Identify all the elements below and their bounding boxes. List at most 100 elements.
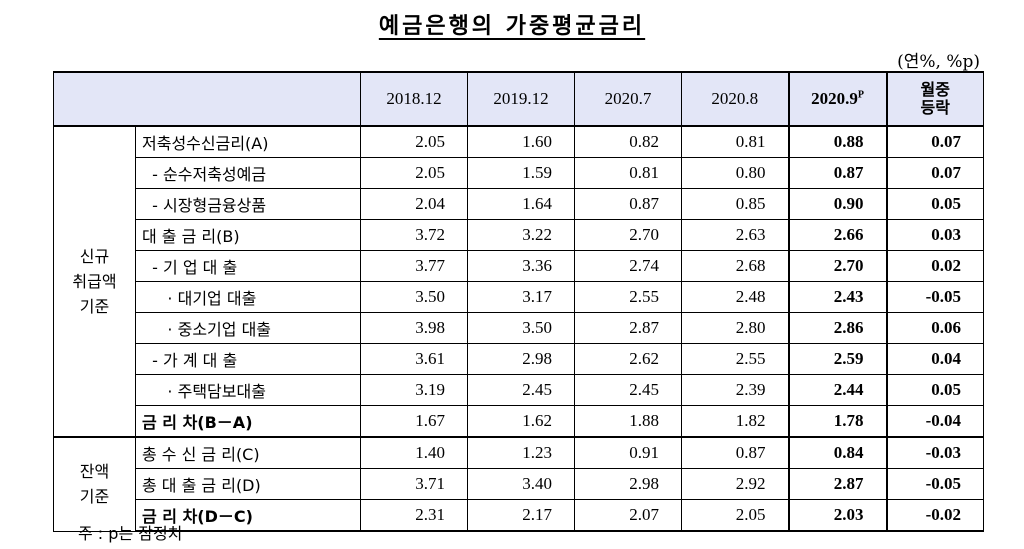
row-label: - 가 계 대 출 [135, 343, 361, 375]
value-cell: 3.50 [467, 312, 575, 344]
value-cell: 0.04 [886, 343, 984, 375]
value-cell: 0.06 [886, 312, 984, 344]
header-corner [53, 71, 361, 127]
unit-label: (연%, %p) [897, 52, 980, 72]
footnote: 주 : p는 잠정치 [78, 524, 183, 543]
row-label: · 대기업 대출 [135, 281, 361, 313]
value-cell: 2.80 [681, 312, 789, 344]
row-label: · 주택담보대출 [135, 374, 361, 406]
value-cell: 2.59 [787, 343, 888, 375]
value-cell: 2.55 [574, 281, 682, 313]
value-cell: 1.88 [574, 405, 682, 438]
value-cell: 0.80 [681, 157, 789, 189]
group-label-line: 기준 [79, 297, 110, 316]
value-cell: 2.87 [574, 312, 682, 344]
value-cell: 2.03 [787, 499, 888, 532]
group-label-line: 기준 [79, 487, 110, 507]
table-row: 신규 취급액 기준 저축성수신금리(A) 2.05 1.60 0.82 0.81 0.88 0.0… [53, 125, 984, 438]
value-cell: 2.05 [681, 499, 789, 532]
value-cell: 2.86 [787, 312, 888, 344]
value-cell: 0.05 [886, 188, 984, 220]
value-cell: 2.05 [360, 157, 468, 189]
value-cell: 2.17 [467, 499, 575, 532]
value-cell: 3.17 [467, 281, 575, 313]
value-cell: 0.88 [787, 125, 888, 158]
value-cell: 2.31 [360, 499, 468, 532]
table-title: 예금은행의 가중평균금리 [378, 13, 646, 39]
group-label-line: 취급액 [72, 272, 117, 291]
col-header-2020-9-sup: P [857, 89, 864, 101]
value-cell: 1.59 [467, 157, 575, 189]
header-row: 2018.12 2019.12 2020.7 2020.8 2020.9P 월중… [53, 71, 984, 127]
col-header-2018-12: 2018.12 [360, 71, 468, 127]
table-row: 금 리 차(D－C) 2.31 2.17 2.07 2.05 2.03 -0.02 [54, 499, 984, 532]
value-cell: 0.87 [787, 157, 888, 189]
value-cell: -0.03 [886, 436, 984, 469]
value-cell: 2.98 [467, 343, 575, 375]
col-header-2020-7: 2020.7 [574, 71, 682, 127]
value-cell: 1.40 [360, 436, 468, 469]
value-cell: 2.66 [787, 219, 888, 251]
value-cell: 2.74 [574, 250, 682, 282]
value-cell: 3.50 [360, 281, 468, 313]
table-row: 금 리 차(B－A) 1.67 1.62 1.88 1.82 1.78 -0.04 [54, 405, 984, 438]
col-header-2020-9-base: 2020.9 [811, 89, 858, 108]
value-cell: 1.67 [360, 405, 468, 438]
value-cell: 2.05 [360, 125, 468, 158]
value-cell: 0.84 [787, 436, 888, 469]
value-cell: 2.48 [681, 281, 789, 313]
mom-line2: 등락 [920, 98, 950, 117]
value-cell: -0.05 [886, 281, 984, 313]
value-cell: 2.45 [574, 374, 682, 406]
table-row: - 기 업 대 출 3.77 3.36 2.74 2.68 2.70 0.02 [54, 250, 984, 282]
value-cell: 0.05 [886, 374, 984, 406]
value-cell: 1.62 [467, 405, 575, 438]
value-cell: 3.61 [360, 343, 468, 375]
col-header-2020-8: 2020.8 [681, 71, 789, 127]
value-cell: 0.81 [681, 125, 789, 158]
value-cell: 3.36 [467, 250, 575, 282]
table-row: - 순수저축성예금 2.05 1.59 0.81 0.80 0.87 0.07 [54, 157, 984, 189]
mom-line1: 월중 [920, 80, 950, 99]
table-body: 신규 취급액 기준 저축성수신금리(A) 2.05 1.60 0.82 0.81 0.88 0.0… [53, 125, 984, 532]
col-header-2019-12: 2019.12 [467, 71, 575, 127]
value-cell: 2.68 [681, 250, 789, 282]
value-cell: 2.63 [681, 219, 789, 251]
value-cell: 0.07 [886, 157, 984, 189]
value-cell: 0.91 [574, 436, 682, 469]
interest-rate-table: 2018.12 2019.12 2020.7 2020.8 2020.9P 월중… [53, 71, 984, 532]
group-label-line: 잔액 [79, 462, 110, 482]
row-label: 총 대 출 금 리(D) [135, 468, 361, 500]
value-cell: 0.02 [886, 250, 984, 282]
value-cell: 2.92 [681, 468, 789, 500]
col-header-mom: 월중 등락 [886, 71, 984, 127]
table-row: · 주택담보대출 3.19 2.45 2.45 2.39 2.44 0.05 [54, 374, 984, 406]
value-cell: 3.98 [360, 312, 468, 344]
group-label-line: 신규 [79, 247, 110, 266]
row-label: 대 출 금 리(B) [135, 219, 361, 251]
value-cell: 2.44 [787, 374, 888, 406]
table-row: - 가 계 대 출 3.61 2.98 2.62 2.55 2.59 0.04 [54, 343, 984, 375]
col-header-2020-9: 2020.9P [787, 71, 888, 127]
value-cell: -0.05 [886, 468, 984, 500]
table-row: 잔액 기준 총 수 신 금 리(C) 1.40 1.23 0.91 0.87 0.84 -0.0… [53, 436, 984, 532]
value-cell: 2.98 [574, 468, 682, 500]
value-cell: 3.19 [360, 374, 468, 406]
value-cell: 3.72 [360, 219, 468, 251]
row-label: 금 리 차(B－A) [135, 405, 361, 438]
value-cell: 1.64 [467, 188, 575, 220]
table-row: · 대기업 대출 3.50 3.17 2.55 2.48 2.43 -0.05 [54, 281, 984, 313]
table-row: · 중소기업 대출 3.98 3.50 2.87 2.80 2.86 0.06 [54, 312, 984, 344]
value-cell: 2.43 [787, 281, 888, 313]
value-cell: 0.87 [574, 188, 682, 220]
value-cell: 3.40 [467, 468, 575, 500]
value-cell: 2.04 [360, 188, 468, 220]
value-cell: 1.82 [681, 405, 789, 438]
value-cell: 3.22 [467, 219, 575, 251]
table-row: 총 대 출 금 리(D) 3.71 3.40 2.98 2.92 2.87 -0.05 [54, 468, 984, 500]
value-cell: 1.60 [467, 125, 575, 158]
value-cell: 0.90 [787, 188, 888, 220]
row-label: · 중소기업 대출 [135, 312, 361, 344]
